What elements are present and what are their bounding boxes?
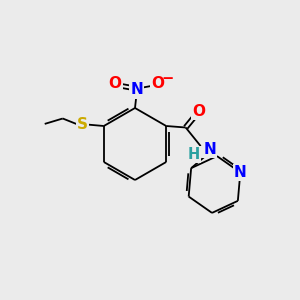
Text: −: − <box>162 71 174 86</box>
Text: N: N <box>203 142 216 157</box>
Text: S: S <box>77 117 88 132</box>
Text: O: O <box>152 76 165 91</box>
Text: N: N <box>234 165 247 180</box>
Text: O: O <box>193 103 206 118</box>
Text: O: O <box>108 76 122 91</box>
Text: H: H <box>188 147 200 162</box>
Text: N: N <box>130 82 143 98</box>
